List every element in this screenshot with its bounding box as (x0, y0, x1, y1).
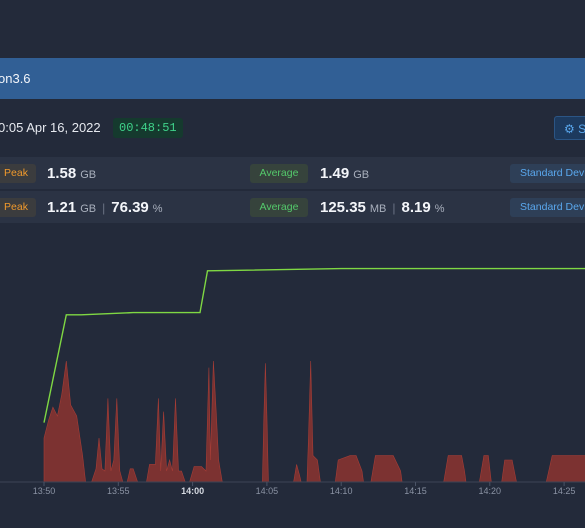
average-badge: Average (250, 164, 308, 183)
average-number: 1.49 (320, 165, 350, 182)
run-title: on3.6 (0, 71, 31, 86)
peak-badge: Peak (0, 198, 36, 217)
duration-badge: 00:48:51 (113, 118, 183, 138)
usage-chart: 13:50 13:55 14:00 14:05 14:10 14:15 14:20 14:25 (0, 267, 585, 496)
x-tick-label: 13:50 (33, 486, 56, 496)
x-tick-label: 14:20 (479, 486, 502, 496)
x-tick-label: 14:10 (330, 486, 353, 496)
percent-unit: % (434, 203, 445, 215)
stddev-badge: Standard Devi (510, 164, 585, 183)
average-value: 1.49 GB (320, 164, 369, 185)
peak-badge: Peak (0, 164, 36, 183)
average-number: 125.35 (320, 199, 366, 216)
series-area-1 (43, 360, 585, 483)
x-tick-label: 14:05 (256, 486, 279, 496)
average-unit: GB (353, 169, 370, 181)
average-badge: Average (250, 198, 308, 217)
stats-row-memory: Peak 1.58 GB Average 1.49 GB Standard Devi (0, 157, 585, 189)
peak-percent: 76.39 (111, 199, 149, 216)
separator: | (102, 201, 106, 215)
peak-number: 1.58 (47, 165, 77, 182)
peak-value: 1.58 GB (47, 164, 96, 185)
settings-button[interactable]: ⚙ S (554, 116, 585, 140)
peak-number: 1.21 (47, 199, 77, 216)
average-value: 125.35 MB | 8.19% (320, 198, 445, 219)
gear-icon: ⚙ (564, 122, 575, 136)
run-info-row: 0:05 Apr 16, 2022 00:48:51 ⚙ S (0, 110, 585, 146)
average-percent: 8.19 (401, 199, 431, 216)
peak-unit: GB (80, 169, 97, 181)
separator: | (392, 201, 396, 215)
x-tick-label: 13:55 (107, 486, 130, 496)
series-line-0 (43, 267, 585, 423)
top-header-bar (0, 0, 585, 58)
peak-unit: GB (80, 203, 97, 215)
stats-row-usage: Peak 1.21 GB | 76.39% Average 125.35 MB | 8.19… (0, 191, 585, 223)
stddev-badge: Standard Devi (510, 198, 585, 217)
peak-value: 1.21 GB | 76.39% (47, 198, 163, 219)
x-tick-label: 14:25 (553, 486, 576, 496)
x-axis-ticks: 13:50 13:55 14:00 14:05 14:10 14:15 14:20 14:25 (33, 482, 576, 496)
line-series (43, 267, 585, 423)
average-unit: MB (369, 203, 387, 215)
area-series (43, 360, 585, 483)
settings-label: S (578, 122, 585, 136)
x-tick-label: 14:15 (404, 486, 427, 496)
percent-unit: % (152, 203, 163, 215)
run-title-bar: on3.6 (0, 58, 585, 99)
x-tick-label: 14:00 (181, 486, 204, 496)
run-datetime: 0:05 Apr 16, 2022 (0, 120, 101, 135)
